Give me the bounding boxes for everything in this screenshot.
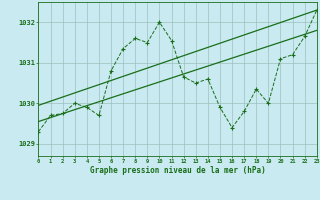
X-axis label: Graphe pression niveau de la mer (hPa): Graphe pression niveau de la mer (hPa) — [90, 166, 266, 175]
